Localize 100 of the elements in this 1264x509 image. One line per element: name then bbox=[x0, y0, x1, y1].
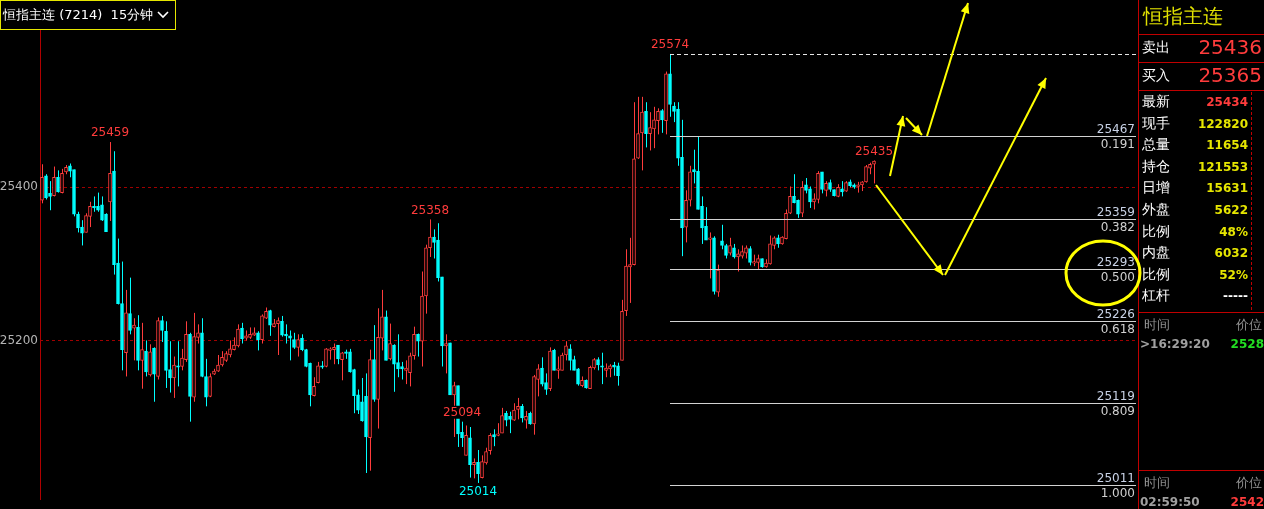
text: 11654 bbox=[1206, 138, 1248, 153]
candlestick bbox=[80, 219, 84, 246]
text: 121553 bbox=[1197, 159, 1248, 174]
text: 时间 bbox=[1144, 475, 1170, 490]
text: 时间 bbox=[1144, 317, 1170, 332]
text: 内盘 bbox=[1142, 244, 1170, 261]
candlestick bbox=[716, 264, 720, 298]
candlestick bbox=[204, 358, 208, 407]
candlestick bbox=[656, 107, 660, 135]
text: 比例 bbox=[1142, 265, 1170, 282]
candlestick bbox=[260, 313, 264, 345]
candlestick bbox=[100, 195, 104, 222]
candlestick bbox=[140, 322, 144, 390]
candlestick bbox=[472, 457, 476, 479]
text: 外盘 bbox=[1142, 201, 1170, 217]
candlestick bbox=[132, 317, 136, 361]
text: 总量 bbox=[1142, 136, 1170, 153]
candlestick bbox=[356, 388, 360, 415]
candlestick bbox=[88, 201, 92, 228]
candlestick bbox=[648, 111, 652, 151]
ref-line-label: 25011 1.000 bbox=[1096, 470, 1135, 500]
candlestick bbox=[788, 185, 792, 215]
candlestick bbox=[660, 108, 664, 134]
candlestick bbox=[52, 166, 56, 197]
candlestick bbox=[792, 173, 796, 204]
y-tick-label: 25400 bbox=[0, 179, 38, 194]
candlestick bbox=[488, 432, 492, 456]
candlestick bbox=[644, 101, 648, 148]
candlestick bbox=[76, 211, 80, 233]
text: 2542 bbox=[1230, 495, 1264, 509]
candlestick bbox=[784, 208, 788, 240]
candlestick bbox=[332, 343, 336, 365]
text: 25436 bbox=[1198, 35, 1262, 59]
candlestick bbox=[340, 351, 344, 381]
annotation: 25574 bbox=[650, 37, 690, 52]
candlestick bbox=[540, 356, 544, 387]
text: 52% bbox=[1219, 267, 1248, 282]
text: 最新 bbox=[1142, 93, 1170, 109]
candlestick bbox=[336, 344, 340, 365]
candlestick bbox=[44, 173, 48, 200]
candlestick bbox=[196, 323, 200, 345]
candlestick bbox=[168, 340, 172, 394]
candlestick bbox=[180, 348, 184, 371]
candlestick bbox=[520, 403, 524, 423]
candlestick bbox=[392, 343, 396, 393]
candlestick bbox=[464, 424, 468, 456]
text: 价位 bbox=[1236, 317, 1262, 332]
candlestick bbox=[360, 377, 364, 423]
candlestick bbox=[536, 363, 540, 397]
text: ----- bbox=[1223, 289, 1248, 304]
text: >16:29:20 bbox=[1140, 337, 1210, 351]
annotation: 25459 bbox=[90, 125, 130, 140]
candlestick bbox=[568, 343, 572, 371]
text: 价位 bbox=[1236, 475, 1262, 490]
candlestick bbox=[396, 333, 400, 378]
candlestick bbox=[628, 237, 632, 304]
text: 现手 bbox=[1142, 114, 1170, 131]
text: 2528 bbox=[1230, 337, 1264, 351]
candlestick bbox=[328, 346, 332, 361]
text: 卖出 bbox=[1142, 39, 1170, 55]
candlestick bbox=[556, 356, 560, 380]
candlestick bbox=[96, 192, 100, 213]
candlestick bbox=[236, 323, 240, 348]
y-tick-label: 25200 bbox=[0, 332, 38, 347]
candlestick bbox=[144, 339, 148, 377]
candlestick bbox=[176, 340, 180, 387]
candlestick bbox=[184, 320, 188, 363]
candlestick bbox=[172, 356, 176, 399]
candlestick bbox=[808, 185, 812, 209]
annotation: 25094 bbox=[442, 404, 482, 419]
text: 恒指主连 bbox=[1143, 4, 1223, 28]
candlestick bbox=[148, 343, 152, 377]
candlestick bbox=[60, 168, 64, 194]
candlestick bbox=[428, 218, 432, 258]
candlestick bbox=[388, 323, 392, 361]
text: 15631 bbox=[1206, 181, 1248, 196]
text: 6032 bbox=[1214, 246, 1248, 261]
candlestick bbox=[720, 224, 724, 250]
text: 比例 bbox=[1142, 222, 1170, 239]
candlestick bbox=[104, 212, 108, 233]
candlestick bbox=[796, 199, 800, 219]
text: 48% bbox=[1219, 224, 1248, 239]
annotation: 25358 bbox=[410, 202, 450, 217]
text: 25434 bbox=[1206, 95, 1248, 109]
candlestick bbox=[412, 326, 416, 361]
candlestick bbox=[700, 195, 704, 245]
candlestick bbox=[256, 330, 260, 351]
candlestick bbox=[544, 372, 548, 396]
text: 02:59:50 bbox=[1140, 495, 1200, 509]
ref-line-label: 25226 0.618 bbox=[1096, 306, 1135, 336]
candlestick bbox=[652, 106, 656, 149]
annotation: 25435 bbox=[854, 143, 894, 158]
candlestick bbox=[444, 333, 448, 374]
candlestick bbox=[48, 180, 52, 211]
candlestick bbox=[564, 340, 568, 361]
text: 持仓 bbox=[1142, 157, 1170, 174]
candlestick bbox=[640, 96, 644, 171]
annotation: 25014 bbox=[458, 484, 498, 499]
candlestick bbox=[704, 206, 708, 241]
chart-title: 恒指主连 (7214) 15分钟 bbox=[3, 6, 154, 24]
